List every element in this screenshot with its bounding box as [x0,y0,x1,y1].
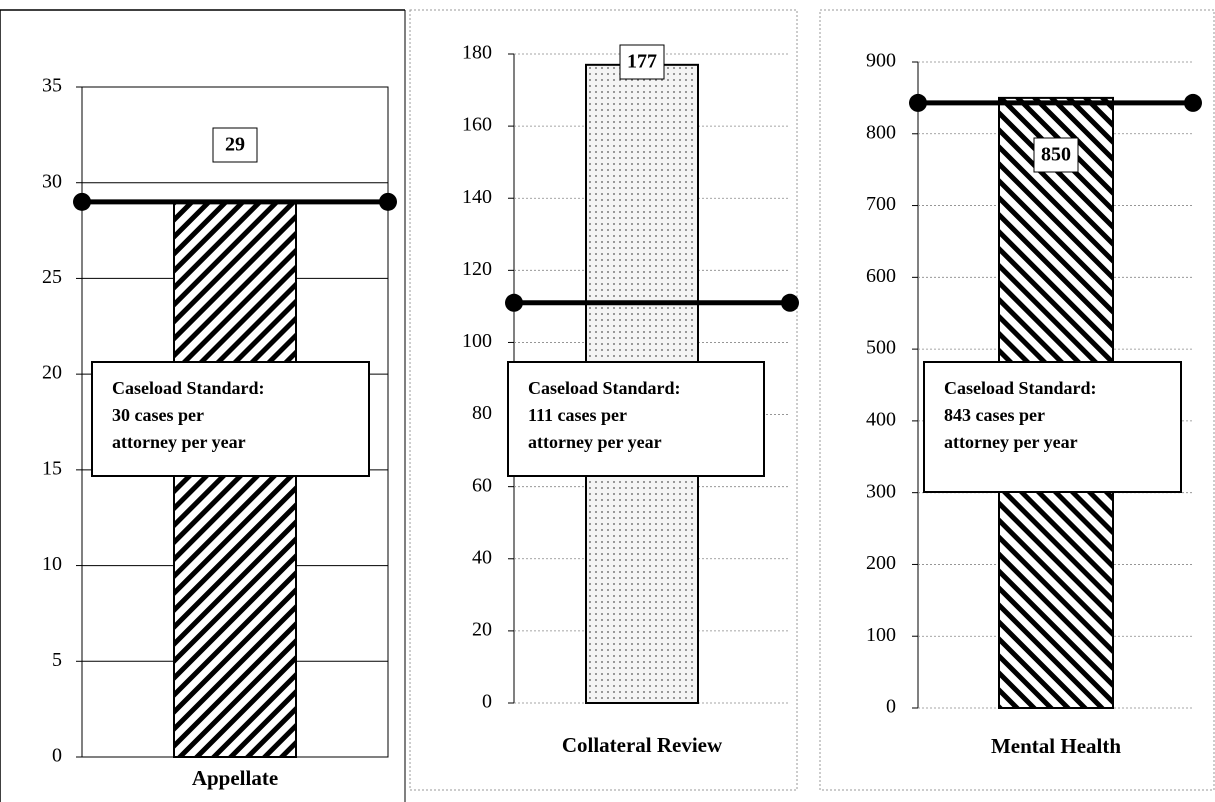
y-tick-label: 35 [42,75,62,97]
y-tick-label: 700 [866,193,896,215]
y-tick-label: 900 [866,50,896,72]
x-category-label: Mental Health [991,734,1121,758]
y-tick-label: 0 [886,696,896,718]
annotation-box [507,361,765,477]
value-label-box [1033,137,1079,173]
annotation-text: attorney per year [112,432,246,452]
y-tick-label: 400 [866,408,896,430]
y-tick-label: 180 [462,42,492,64]
panel-border [409,9,798,791]
bar [173,200,297,759]
y-tick-label: 120 [462,258,492,280]
y-tick-label: 0 [482,691,492,713]
standard-marker [505,293,523,312]
annotation-box [91,361,370,477]
standard-marker [781,293,799,312]
x-category-label: Appellate [192,766,278,790]
standard-marker [909,93,927,112]
y-tick-label: 0 [52,745,62,767]
y-tick-label: 60 [472,474,492,496]
value-label: 177 [627,51,657,73]
y-tick-label: 5 [52,649,62,671]
annotation-text: 30 cases per [112,405,204,425]
standard-marker [73,192,91,211]
annotation-text: Caseload Standard: [112,378,265,398]
annotation-text: Caseload Standard: [944,378,1097,398]
y-tick-label: 25 [42,266,62,288]
y-tick-label: 30 [42,170,62,192]
y-tick-label: 140 [462,186,492,208]
value-label-box [619,44,665,80]
panel-border [819,9,1215,791]
annotation-text: Caseload Standard: [528,378,681,398]
standard-marker [1184,93,1202,112]
y-tick-label: 15 [42,457,62,479]
y-tick-label: 40 [472,546,492,568]
y-tick-label: 20 [472,618,492,640]
value-label-box [212,127,258,163]
value-label: 850 [1041,144,1071,166]
annotation-box [923,361,1182,493]
annotation-text: attorney per year [528,432,662,452]
annotation-text: 111 cases per [528,405,627,425]
y-tick-label: 10 [42,553,62,575]
x-category-label: Collateral Review [562,733,723,757]
annotation-text: attorney per year [944,432,1078,452]
standard-marker [379,192,397,211]
y-tick-label: 100 [462,330,492,352]
y-tick-label: 200 [866,552,896,574]
y-tick-label: 80 [472,402,492,424]
y-tick-label: 300 [866,480,896,502]
y-tick-label: 100 [866,624,896,646]
y-tick-label: 160 [462,114,492,136]
y-tick-label: 20 [42,362,62,384]
value-label: 29 [225,134,245,156]
annotation-text: 843 cases per [944,405,1045,425]
y-tick-label: 500 [866,337,896,359]
y-tick-label: 800 [866,121,896,143]
y-tick-label: 600 [866,265,896,287]
